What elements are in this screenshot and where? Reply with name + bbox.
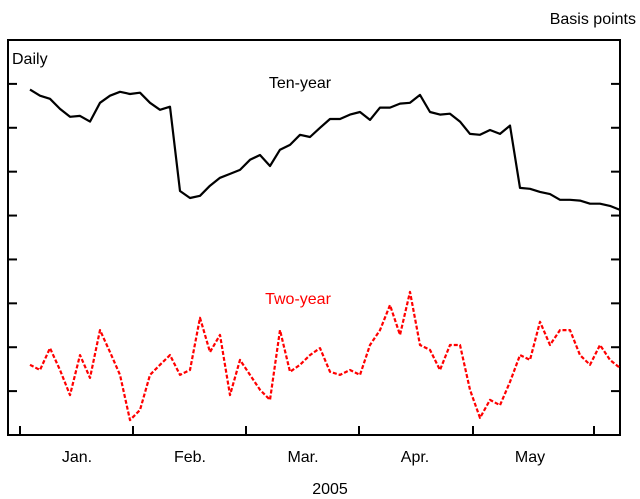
plot-frame xyxy=(7,39,621,436)
x-tick-label: Mar. xyxy=(287,449,318,466)
x-tick-label: May xyxy=(515,449,545,466)
series-line xyxy=(29,88,621,211)
y-unit-label: Basis points xyxy=(550,11,636,28)
x-axis-label: 2005 xyxy=(312,481,348,498)
series-label: Ten-year xyxy=(269,75,332,92)
x-tick-label: Feb. xyxy=(174,449,206,466)
x-tick-label: Jan. xyxy=(62,449,92,466)
annotation: Daily xyxy=(12,51,48,68)
x-tick-label: Apr. xyxy=(401,449,429,466)
series-line xyxy=(29,290,621,422)
series-label: Two-year xyxy=(265,291,331,308)
